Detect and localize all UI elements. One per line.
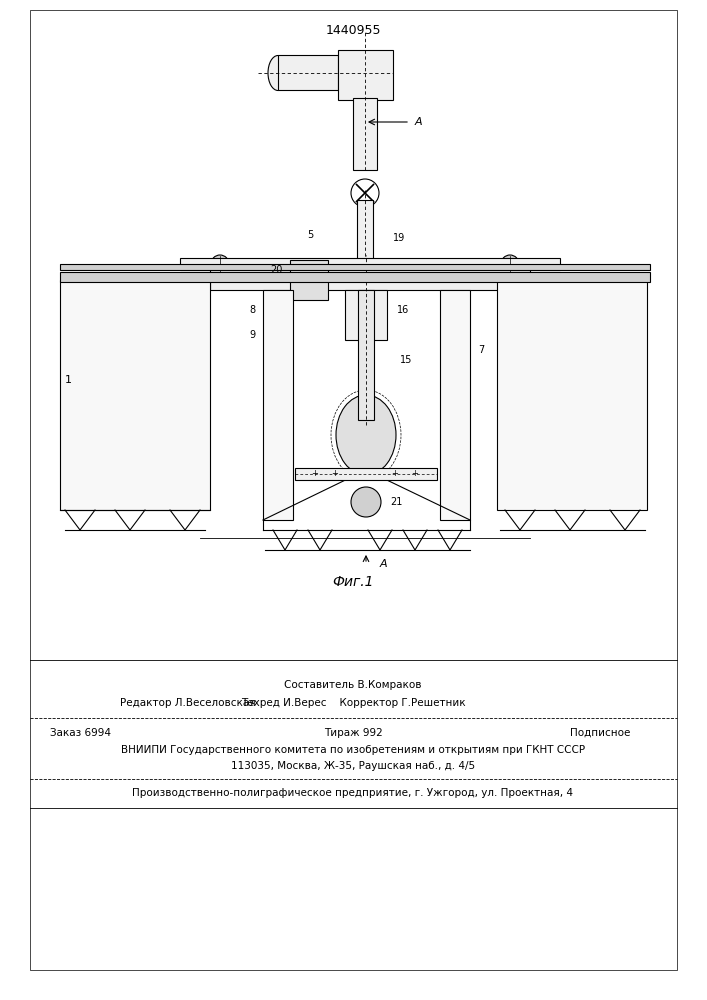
Circle shape bbox=[211, 255, 229, 273]
Bar bbox=[345, 290, 387, 340]
Text: Заказ 6994: Заказ 6994 bbox=[50, 728, 111, 738]
Text: Подписное: Подписное bbox=[570, 728, 631, 738]
Text: +: + bbox=[392, 470, 399, 479]
Text: 15: 15 bbox=[400, 355, 412, 365]
Text: 8: 8 bbox=[249, 305, 255, 315]
Text: 9: 9 bbox=[249, 330, 255, 340]
Text: 20: 20 bbox=[271, 265, 283, 275]
Text: 1: 1 bbox=[65, 375, 72, 385]
Bar bbox=[295, 468, 437, 480]
Bar bbox=[290, 260, 328, 300]
Bar bbox=[180, 258, 560, 270]
Bar bbox=[338, 50, 393, 100]
Text: Техред И.Верес    Корректор Г.Решетник: Техред И.Верес Корректор Г.Решетник bbox=[240, 698, 465, 708]
Bar bbox=[358, 290, 374, 420]
Bar bbox=[210, 268, 530, 290]
Circle shape bbox=[501, 255, 519, 273]
Bar bbox=[60, 280, 210, 510]
Text: +: + bbox=[411, 470, 419, 479]
Text: Редактор Л.Веселовская: Редактор Л.Веселовская bbox=[120, 698, 256, 708]
Ellipse shape bbox=[268, 55, 288, 91]
Text: 5: 5 bbox=[307, 230, 313, 240]
Bar bbox=[60, 272, 650, 282]
Text: 1440955: 1440955 bbox=[325, 23, 381, 36]
Text: Тираж 992: Тираж 992 bbox=[324, 728, 382, 738]
Text: 7: 7 bbox=[478, 345, 484, 355]
Text: 113035, Москва, Ж-35, Раушская наб., д. 4/5: 113035, Москва, Ж-35, Раушская наб., д. … bbox=[231, 761, 475, 771]
Text: +: + bbox=[332, 470, 339, 479]
Text: ВНИИПИ Государственного комитета по изобретениям и открытиям при ГКНТ СССР: ВНИИПИ Государственного комитета по изоб… bbox=[121, 745, 585, 755]
Ellipse shape bbox=[336, 395, 396, 475]
Text: Производственно-полиграфическое предприятие, г. Ужгород, ул. Проектная, 4: Производственно-полиграфическое предприя… bbox=[132, 788, 573, 798]
Text: 16: 16 bbox=[397, 305, 409, 315]
Text: A: A bbox=[415, 117, 423, 127]
Text: 19: 19 bbox=[393, 233, 405, 243]
Bar bbox=[263, 290, 293, 520]
Bar bbox=[497, 280, 647, 510]
Bar bbox=[353, 98, 377, 170]
Bar bbox=[60, 264, 650, 270]
Text: Фиг.1: Фиг.1 bbox=[332, 575, 374, 589]
Text: 21: 21 bbox=[390, 497, 402, 507]
Text: +: + bbox=[312, 470, 318, 479]
Text: A: A bbox=[380, 559, 387, 569]
Bar bbox=[357, 200, 373, 260]
Circle shape bbox=[351, 487, 381, 517]
Text: Составитель В.Комраков: Составитель В.Комраков bbox=[284, 680, 422, 690]
Bar bbox=[278, 55, 338, 90]
Bar bbox=[440, 290, 470, 520]
